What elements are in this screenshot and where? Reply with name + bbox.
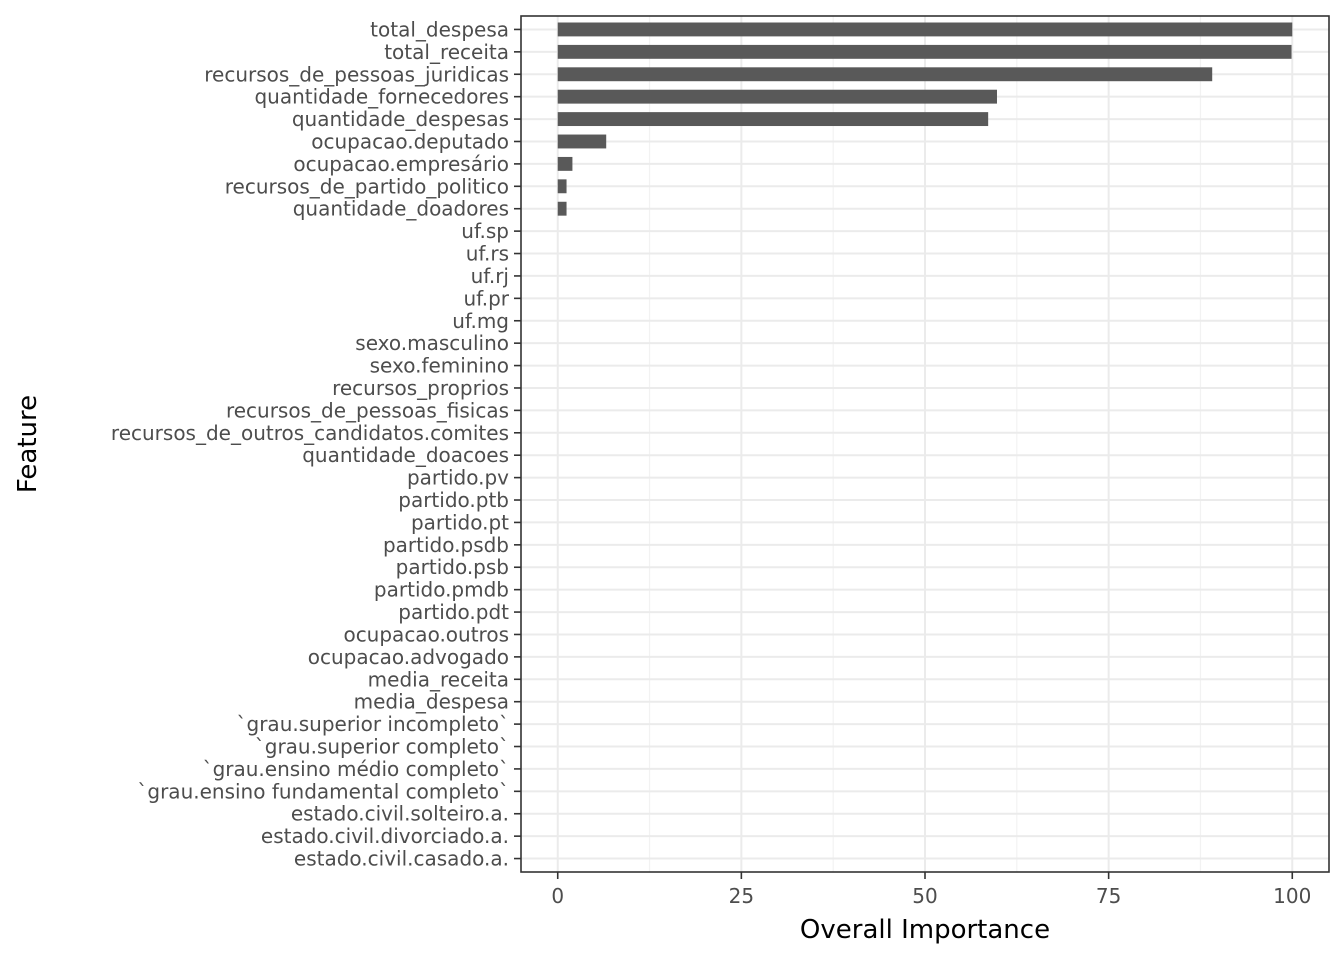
y-tick-label: media_despesa	[354, 690, 509, 714]
y-tick-label: partido.pdt	[398, 600, 509, 624]
bar	[557, 89, 997, 104]
bar	[557, 156, 573, 171]
x-tick-label: 50	[912, 884, 937, 908]
y-tick-label: sexo.masculino	[355, 331, 509, 355]
y-axis-title: Feature	[13, 395, 43, 493]
y-tick-label: uf.pr	[463, 286, 509, 310]
y-tick-label: partido.ptb	[398, 488, 509, 512]
y-tick-label: estado.civil.divorciado.a.	[261, 824, 509, 848]
bar	[557, 22, 1293, 37]
y-tick-label: uf.rj	[471, 264, 509, 288]
bar	[557, 67, 1213, 82]
bars	[557, 22, 1293, 216]
y-tick-label: `grau.ensino fundamental completo`	[137, 779, 509, 803]
y-tick-label: total_receita	[384, 40, 509, 64]
y-tick-label: uf.sp	[461, 219, 509, 243]
y-tick-label: recursos_de_pessoas_juridicas	[204, 62, 509, 86]
y-tick-label: estado.civil.casado.a.	[294, 847, 509, 871]
y-tick-label: ocupacao.empresário	[293, 152, 509, 176]
y-tick-label: ocupacao.outros	[343, 622, 509, 646]
y-axis-ticks: total_despesatotal_receitarecursos_de_pe…	[111, 17, 521, 871]
y-tick-label: estado.civil.solteiro.a.	[291, 802, 509, 826]
grid-lines	[521, 16, 1329, 872]
y-tick-label: quantidade_despesas	[292, 107, 509, 131]
y-tick-label: total_despesa	[370, 17, 509, 41]
x-tick-label: 100	[1273, 884, 1311, 908]
x-tick-label: 75	[1096, 884, 1121, 908]
x-axis-title: Overall Importance	[800, 915, 1050, 945]
y-tick-label: partido.psdb	[383, 533, 509, 557]
y-tick-label: recursos_proprios	[332, 376, 509, 400]
bar	[557, 134, 607, 149]
y-tick-label: partido.psb	[396, 555, 509, 579]
y-tick-label: `grau.superior completo`	[255, 735, 509, 759]
y-tick-label: sexo.feminino	[370, 354, 509, 378]
y-tick-label: quantidade_doadores	[293, 197, 509, 221]
x-axis-ticks: 0 25 50 75 100	[551, 872, 1311, 908]
y-tick-label: uf.mg	[452, 309, 509, 333]
bar	[557, 112, 989, 127]
y-tick-label: `grau.ensino médio completo`	[203, 757, 509, 781]
y-tick-label: `grau.superior incompleto`	[237, 712, 509, 736]
bar	[557, 179, 567, 194]
y-tick-label: partido.pv	[407, 466, 509, 490]
y-tick-label: ocupacao.deputado	[311, 129, 509, 153]
x-tick-label: 25	[729, 884, 754, 908]
y-tick-label: recursos_de_partido_politico	[225, 174, 509, 198]
y-tick-label: media_receita	[368, 667, 509, 691]
y-tick-label: partido.pmdb	[374, 578, 509, 602]
y-tick-label: quantidade_fornecedores	[254, 85, 509, 109]
bar	[557, 44, 1292, 59]
y-tick-label: partido.pt	[411, 510, 509, 534]
y-tick-label: recursos_de_pessoas_fisicas	[226, 398, 509, 422]
y-tick-label: quantidade_doacoes	[302, 443, 509, 467]
y-tick-label: recursos_de_outros_candidatos.comites	[111, 421, 509, 445]
bar	[557, 201, 567, 216]
y-tick-label: uf.rs	[466, 242, 509, 266]
y-tick-label: ocupacao.advogado	[308, 645, 509, 669]
x-tick-label: 0	[551, 884, 564, 908]
